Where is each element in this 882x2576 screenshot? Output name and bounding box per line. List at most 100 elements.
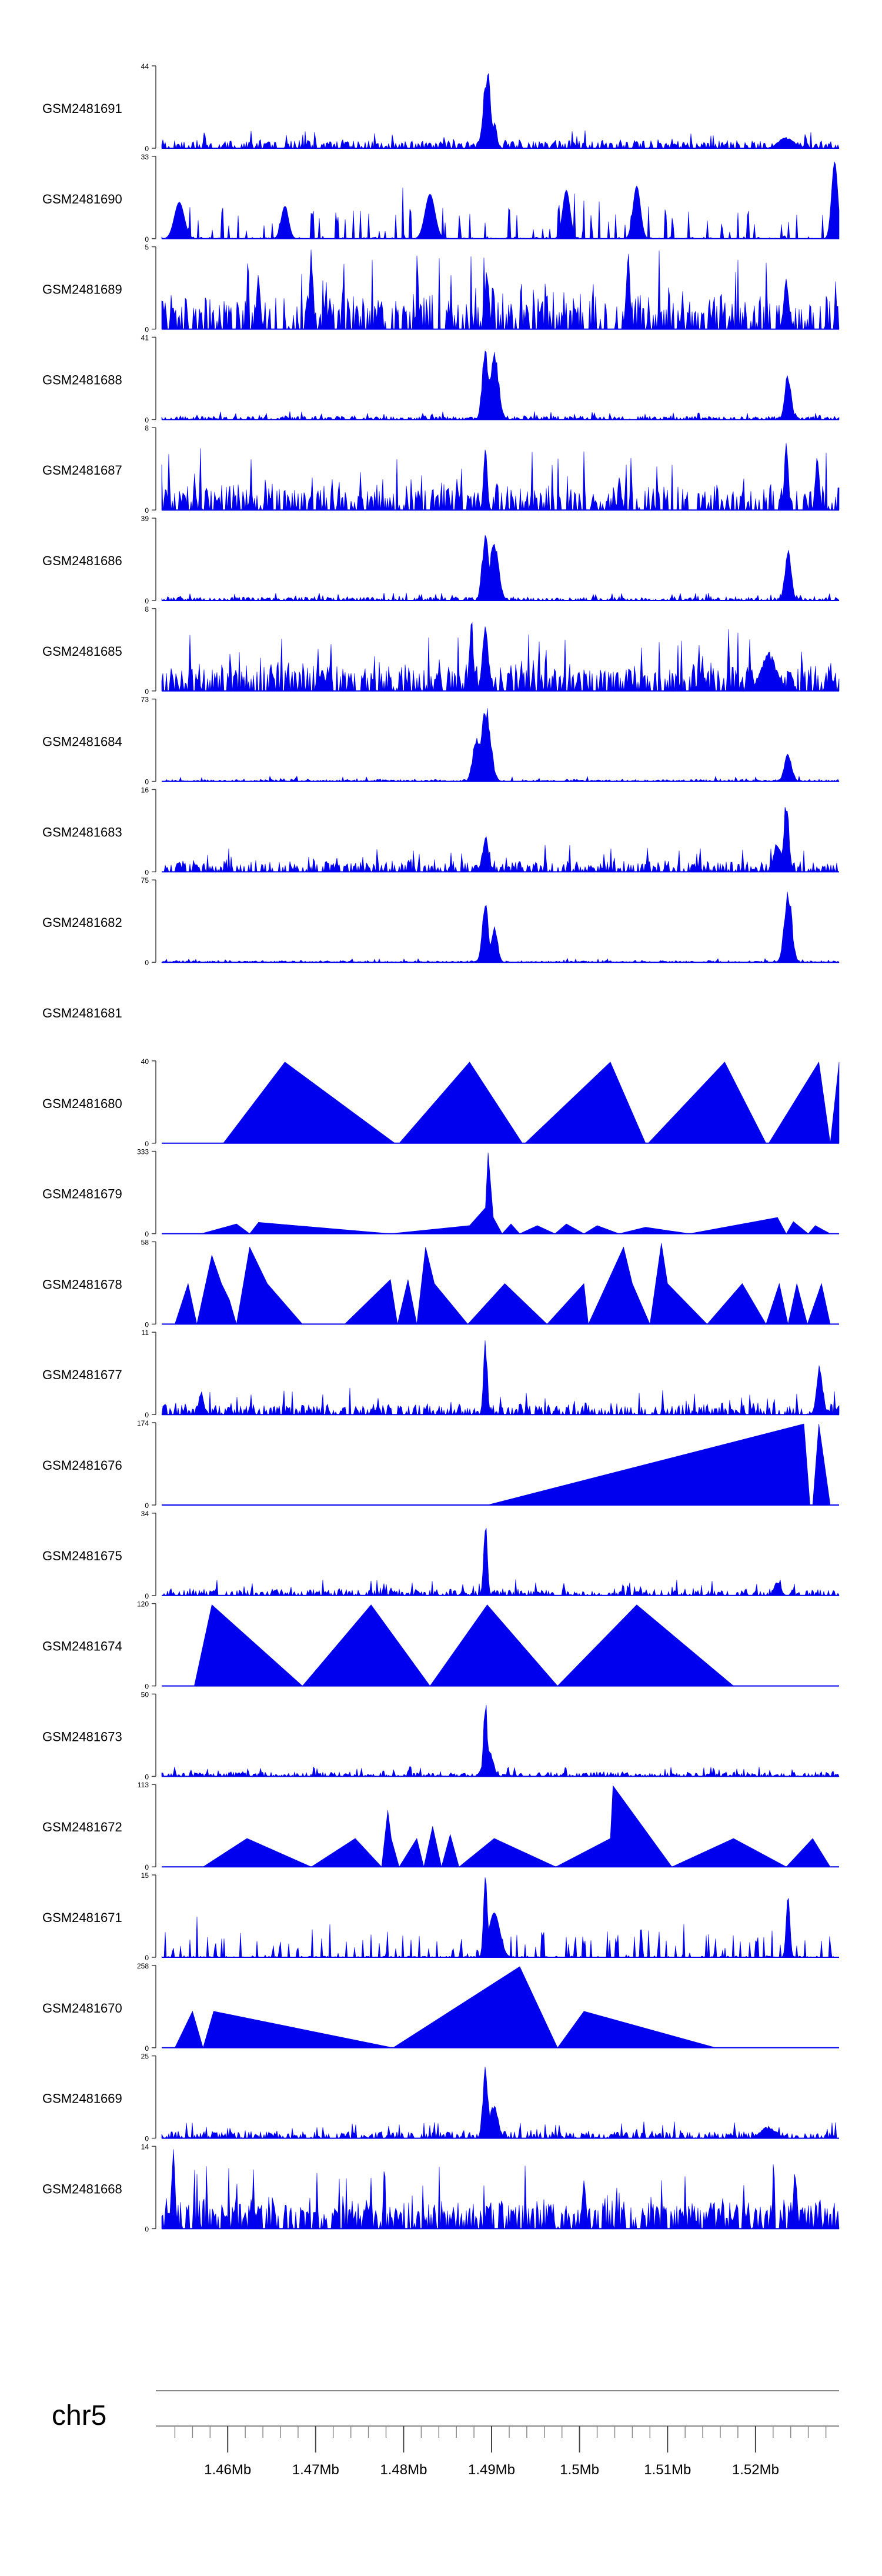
y-axis-max-label: 73 [141, 696, 149, 704]
track-label: GSM2481675 [42, 1549, 122, 1563]
y-axis-zero-label: 0 [145, 145, 149, 153]
genome-axis: chr5 1.46Mb 1.47Mb 1.48Mb 1.49Mb 1.5Mb 1.51Mb… [52, 2390, 839, 2478]
y-axis-zero-label: 0 [145, 688, 149, 696]
y-axis-max-label: 120 [137, 1600, 149, 1609]
track-label: GSM2481674 [42, 1639, 122, 1654]
y-axis-zero-label: 0 [145, 235, 149, 243]
track-label: GSM2481685 [42, 644, 122, 659]
y-axis-max-label: 50 [141, 1690, 149, 1699]
y-axis-zero-label: 0 [145, 1140, 149, 1148]
y-axis-max-label: 25 [141, 2053, 149, 2061]
signal-area [161, 73, 840, 149]
track-label: GSM2481684 [42, 735, 122, 749]
signal-area [161, 350, 840, 421]
track-GSM2481669: GSM2481669 25 0 [42, 2053, 839, 2143]
y-axis-zero-label: 0 [145, 1230, 149, 1239]
chromosome-label: chr5 [52, 2400, 106, 2431]
y-axis-max-label: 174 [137, 1419, 149, 1427]
x-tick-label: 1.52Mb [732, 2462, 779, 2478]
track-label: GSM2481679 [42, 1187, 122, 1202]
track-label: GSM2481678 [42, 1277, 122, 1292]
track-label: GSM2481677 [42, 1367, 122, 1382]
signal-area [162, 807, 839, 873]
y-axis-max-label: 40 [141, 1057, 149, 1066]
track-GSM2481691: GSM2481691 44 0 [42, 62, 840, 153]
y-axis-max-label: 75 [141, 876, 149, 885]
track-label: GSM2481673 [42, 1729, 122, 1744]
track-GSM2481676: GSM2481676 174 0 [42, 1419, 839, 1510]
track-label: GSM2481689 [42, 282, 122, 297]
track-GSM2481680: GSM2481680 40 0 [42, 1057, 840, 1148]
y-axis-zero-label: 0 [145, 326, 149, 334]
y-axis-zero-label: 0 [145, 778, 149, 786]
track-GSM2481684: GSM2481684 73 0 [42, 696, 840, 786]
track-GSM2481673: GSM2481673 50 0 [42, 1690, 840, 1781]
track-GSM2481674: GSM2481674 120 0 [42, 1600, 839, 1691]
y-axis-max-label: 14 [141, 2143, 149, 2151]
track-GSM2481679: GSM2481679 333 0 [42, 1148, 839, 1239]
y-axis-max-label: 258 [137, 1962, 149, 1970]
track-GSM2481678: GSM2481678 58 0 [42, 1238, 839, 1329]
y-axis-zero-label: 0 [145, 2135, 149, 2143]
track-label: GSM2481682 [42, 915, 122, 930]
x-tick-label: 1.47Mb [292, 2462, 339, 2478]
y-axis-max-label: 8 [145, 605, 149, 613]
y-axis-max-label: 33 [141, 153, 149, 161]
y-axis-zero-label: 0 [145, 868, 149, 876]
signal-area [161, 161, 840, 239]
signal-area [161, 2067, 839, 2139]
track-label: GSM2481672 [42, 1820, 122, 1834]
track-GSM2481690: GSM2481690 33 0 [42, 153, 840, 243]
signal-area [161, 892, 840, 963]
y-axis-zero-label: 0 [145, 1501, 149, 1510]
signal-area [174, 1966, 716, 2048]
y-axis-zero-label: 0 [145, 416, 149, 424]
track-GSM2481675: GSM2481675 34 0 [42, 1510, 840, 1600]
track-label: GSM2481688 [42, 372, 122, 387]
y-axis-zero-label: 0 [145, 1592, 149, 1600]
signal-area [162, 708, 840, 782]
y-axis-max-label: 15 [141, 1871, 149, 1880]
track-GSM2481670: GSM2481670 258 0 [42, 1962, 839, 2053]
track-GSM2481681: GSM2481681 [42, 1006, 122, 1020]
y-axis-max-label: 8 [145, 424, 149, 432]
signal-area [161, 1340, 840, 1416]
track-label: GSM2481670 [42, 2001, 122, 2016]
y-axis-max-label: 113 [138, 1781, 149, 1789]
track-label: GSM2481686 [42, 553, 122, 568]
track-GSM2481689: GSM2481689 5 0 [42, 243, 840, 334]
track-label: GSM2481681 [42, 1006, 122, 1020]
y-axis-max-label: 41 [141, 333, 149, 342]
signal-area [194, 1604, 734, 1687]
signal-area [161, 535, 840, 602]
y-axis-zero-label: 0 [145, 2225, 149, 2233]
y-axis-max-label: 39 [141, 515, 149, 523]
y-axis-max-label: 5 [145, 243, 149, 252]
track-GSM2481677: GSM2481677 11 0 [42, 1329, 840, 1419]
track-GSM2481672: GSM2481672 113 0 [42, 1781, 839, 1871]
track-GSM2481687: GSM2481687 8 0 [42, 424, 840, 515]
y-axis-max-label: 34 [141, 1510, 149, 1518]
signal-area [161, 249, 840, 329]
y-axis-max-label: 11 [142, 1329, 149, 1337]
track-label: GSM2481671 [42, 1910, 122, 1925]
signal-area [174, 1243, 831, 1325]
track-GSM2481688: GSM2481688 41 0 [42, 333, 840, 424]
signal-area [161, 443, 840, 510]
track-GSM2481683: GSM2481683 16 0 [42, 786, 839, 876]
track-label: GSM2481690 [42, 192, 122, 206]
signal-area [161, 622, 840, 692]
data-tracks: GSM2481691440GSM2481690330GSM248168950GS… [42, 62, 840, 2233]
track-label: GSM2481691 [42, 101, 122, 116]
track-label: GSM2481669 [42, 2091, 122, 2106]
signal-area [162, 1528, 840, 1596]
track-GSM2481682: GSM2481682 75 0 [42, 876, 840, 967]
signal-area [161, 1704, 840, 1777]
track-GSM2481685: GSM2481685 8 0 [42, 605, 840, 696]
y-axis-zero-label: 0 [145, 1954, 149, 1962]
track-label: GSM2481687 [42, 463, 122, 478]
y-axis-max-label: 16 [141, 786, 149, 794]
y-axis-zero-label: 0 [145, 506, 149, 515]
signal-area [161, 2149, 840, 2229]
